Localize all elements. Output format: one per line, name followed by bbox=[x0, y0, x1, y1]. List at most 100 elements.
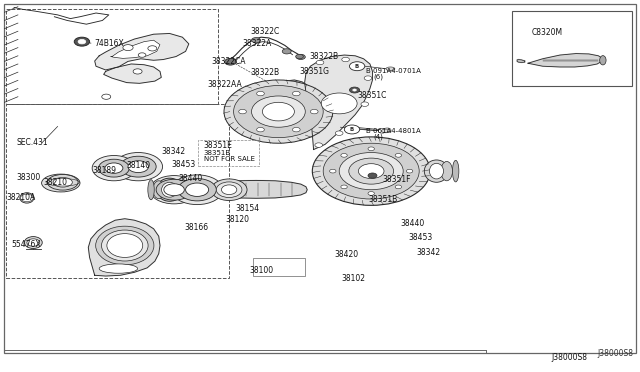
Ellipse shape bbox=[99, 264, 138, 273]
Polygon shape bbox=[95, 33, 189, 70]
Circle shape bbox=[292, 92, 300, 96]
Text: 38351B: 38351B bbox=[369, 195, 398, 204]
Text: B 091A4-0701A: B 091A4-0701A bbox=[366, 68, 421, 74]
Ellipse shape bbox=[162, 182, 178, 197]
Circle shape bbox=[364, 76, 372, 80]
Text: 38100: 38100 bbox=[250, 266, 274, 275]
Text: 38322B: 38322B bbox=[251, 68, 280, 77]
Polygon shape bbox=[88, 219, 160, 276]
Circle shape bbox=[344, 125, 360, 134]
Text: 38166: 38166 bbox=[184, 223, 209, 232]
Circle shape bbox=[105, 163, 123, 173]
Circle shape bbox=[395, 185, 401, 189]
Text: 38322CA: 38322CA bbox=[211, 57, 246, 65]
Circle shape bbox=[123, 45, 133, 51]
Circle shape bbox=[296, 54, 303, 59]
Ellipse shape bbox=[452, 160, 459, 182]
Polygon shape bbox=[178, 180, 307, 198]
Circle shape bbox=[339, 153, 403, 190]
Text: 38453: 38453 bbox=[172, 160, 196, 169]
Circle shape bbox=[349, 158, 394, 184]
Polygon shape bbox=[243, 80, 314, 141]
Ellipse shape bbox=[386, 67, 395, 71]
Circle shape bbox=[164, 184, 184, 196]
Ellipse shape bbox=[107, 234, 143, 257]
Text: 38420: 38420 bbox=[334, 250, 358, 259]
Text: 38351E: 38351E bbox=[204, 141, 232, 150]
Text: 38210A: 38210A bbox=[6, 193, 36, 202]
Circle shape bbox=[172, 175, 223, 205]
Text: (6): (6) bbox=[374, 73, 384, 80]
Circle shape bbox=[368, 147, 374, 151]
Ellipse shape bbox=[53, 177, 72, 187]
Text: 38351B: 38351B bbox=[204, 150, 230, 155]
Text: 38453: 38453 bbox=[408, 233, 433, 242]
Text: 38154: 38154 bbox=[236, 204, 260, 213]
Circle shape bbox=[224, 80, 333, 143]
Circle shape bbox=[138, 53, 146, 57]
Ellipse shape bbox=[424, 160, 449, 182]
Text: 38300: 38300 bbox=[17, 173, 41, 182]
Ellipse shape bbox=[24, 237, 42, 248]
Text: 38351G: 38351G bbox=[300, 67, 330, 76]
Circle shape bbox=[120, 156, 156, 177]
Text: 38210: 38210 bbox=[44, 178, 68, 187]
Circle shape bbox=[239, 109, 246, 114]
Circle shape bbox=[349, 62, 365, 71]
Ellipse shape bbox=[42, 174, 80, 192]
Ellipse shape bbox=[216, 182, 242, 198]
Circle shape bbox=[282, 49, 291, 54]
Text: 38342: 38342 bbox=[161, 147, 186, 155]
Circle shape bbox=[227, 58, 236, 64]
Circle shape bbox=[292, 127, 300, 132]
Circle shape bbox=[315, 143, 323, 147]
Text: 38342: 38342 bbox=[416, 248, 440, 257]
Circle shape bbox=[368, 173, 377, 178]
Ellipse shape bbox=[20, 193, 34, 203]
Circle shape bbox=[368, 192, 374, 195]
Text: 74B16X: 74B16X bbox=[95, 39, 124, 48]
Bar bbox=[253, 258, 305, 276]
Text: NOT FOR SALE: NOT FOR SALE bbox=[204, 156, 255, 162]
Circle shape bbox=[342, 57, 349, 62]
Circle shape bbox=[361, 102, 369, 106]
Circle shape bbox=[353, 89, 356, 91]
Circle shape bbox=[395, 154, 401, 157]
Bar bbox=[512, 11, 632, 86]
Text: 38440: 38440 bbox=[178, 174, 202, 183]
Circle shape bbox=[358, 164, 384, 179]
Circle shape bbox=[234, 86, 323, 138]
Polygon shape bbox=[528, 54, 603, 67]
Polygon shape bbox=[305, 55, 372, 150]
Circle shape bbox=[225, 58, 236, 65]
Polygon shape bbox=[517, 60, 525, 62]
Circle shape bbox=[310, 109, 318, 114]
Circle shape bbox=[406, 169, 413, 173]
Text: 38351C: 38351C bbox=[357, 92, 387, 100]
Text: 38189: 38189 bbox=[92, 166, 116, 174]
Circle shape bbox=[257, 92, 264, 96]
Circle shape bbox=[74, 37, 90, 46]
Text: 38322AA: 38322AA bbox=[207, 80, 242, 89]
Text: 38140: 38140 bbox=[127, 161, 151, 170]
Circle shape bbox=[378, 129, 386, 133]
Ellipse shape bbox=[441, 161, 452, 181]
Circle shape bbox=[128, 161, 148, 173]
Ellipse shape bbox=[600, 55, 606, 65]
Ellipse shape bbox=[156, 178, 183, 201]
Circle shape bbox=[114, 153, 163, 181]
Ellipse shape bbox=[429, 163, 444, 179]
Circle shape bbox=[27, 239, 40, 246]
Circle shape bbox=[102, 94, 111, 99]
Ellipse shape bbox=[102, 230, 148, 261]
Ellipse shape bbox=[148, 180, 154, 200]
Circle shape bbox=[99, 159, 129, 177]
Circle shape bbox=[323, 143, 419, 199]
Polygon shape bbox=[104, 64, 161, 83]
Circle shape bbox=[296, 54, 305, 60]
Text: 38322B: 38322B bbox=[310, 52, 339, 61]
Ellipse shape bbox=[48, 177, 74, 189]
Ellipse shape bbox=[47, 174, 78, 190]
Circle shape bbox=[133, 69, 142, 74]
Text: B 061A4-4801A: B 061A4-4801A bbox=[366, 128, 421, 134]
